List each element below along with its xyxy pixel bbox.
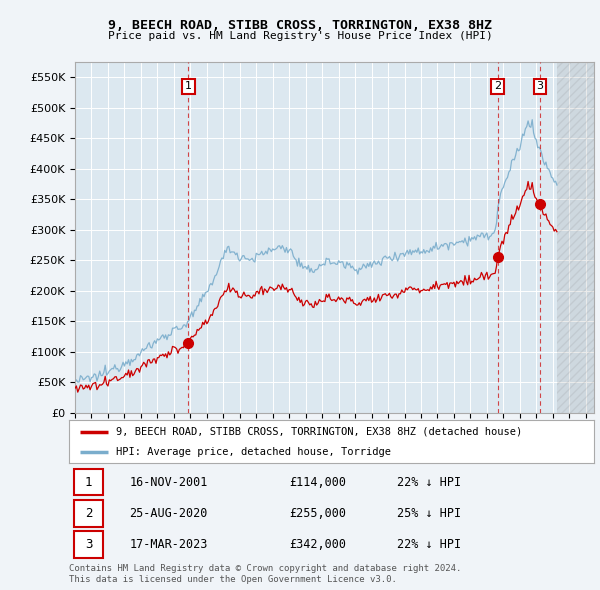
Text: 3: 3 [85, 538, 92, 551]
Text: £255,000: £255,000 [290, 507, 347, 520]
Text: 22% ↓ HPI: 22% ↓ HPI [397, 476, 461, 489]
Text: 16-NOV-2001: 16-NOV-2001 [130, 476, 208, 489]
Text: 2: 2 [494, 81, 501, 91]
Text: 1: 1 [185, 81, 192, 91]
Text: 1: 1 [85, 476, 92, 489]
FancyBboxPatch shape [74, 531, 103, 558]
Text: 2: 2 [85, 507, 92, 520]
Bar [557, 62, 594, 413]
Text: 9, BEECH ROAD, STIBB CROSS, TORRINGTON, EX38 8HZ: 9, BEECH ROAD, STIBB CROSS, TORRINGTON, … [108, 19, 492, 32]
Text: 3: 3 [536, 81, 543, 91]
Text: Contains HM Land Registry data © Crown copyright and database right 2024.: Contains HM Land Registry data © Crown c… [69, 564, 461, 573]
Text: 25% ↓ HPI: 25% ↓ HPI [397, 507, 461, 520]
FancyBboxPatch shape [74, 469, 103, 496]
Text: 17-MAR-2023: 17-MAR-2023 [130, 538, 208, 551]
Text: This data is licensed under the Open Government Licence v3.0.: This data is licensed under the Open Gov… [69, 575, 397, 584]
Text: 9, BEECH ROAD, STIBB CROSS, TORRINGTON, EX38 8HZ (detached house): 9, BEECH ROAD, STIBB CROSS, TORRINGTON, … [116, 427, 523, 437]
Text: £114,000: £114,000 [290, 476, 347, 489]
Text: Price paid vs. HM Land Registry's House Price Index (HPI): Price paid vs. HM Land Registry's House … [107, 31, 493, 41]
Text: 22% ↓ HPI: 22% ↓ HPI [397, 538, 461, 551]
FancyBboxPatch shape [74, 500, 103, 526]
Text: £342,000: £342,000 [290, 538, 347, 551]
Text: 25-AUG-2020: 25-AUG-2020 [130, 507, 208, 520]
Text: HPI: Average price, detached house, Torridge: HPI: Average price, detached house, Torr… [116, 447, 391, 457]
Bar [557, 62, 594, 413]
